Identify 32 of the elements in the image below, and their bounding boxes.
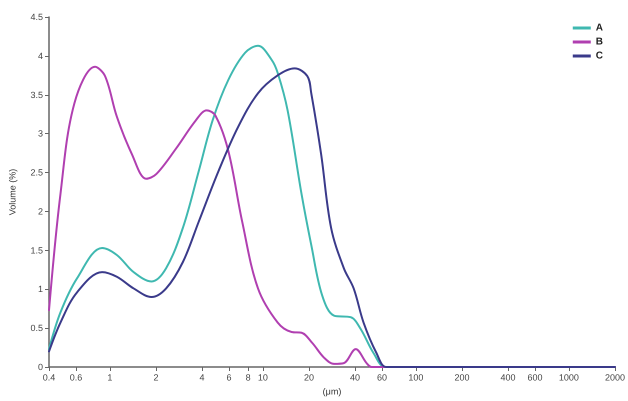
x-tick-label: 60	[376, 372, 387, 382]
y-tick-label: 4	[38, 50, 43, 61]
y-tick-label: 2.5	[30, 168, 43, 178]
y-tick-label: 4.5	[30, 12, 43, 22]
x-tick-label: 400	[500, 372, 516, 382]
x-tick-label: 6	[226, 372, 232, 382]
legend-label: A	[596, 22, 604, 34]
x-axis-title: (μm)	[322, 386, 342, 396]
x-tick-label: 1000	[558, 372, 579, 382]
y-tick-label: 1	[38, 284, 43, 294]
x-tick-label: 20	[304, 372, 314, 382]
x-tick-label: 2000	[604, 372, 626, 382]
x-tick-label: 0.6	[70, 372, 82, 382]
y-tick-label: 1.5	[30, 245, 43, 256]
legend-label: C	[596, 50, 604, 62]
y-tick-label: 3	[38, 128, 43, 139]
x-tick-label: 1	[107, 372, 112, 382]
x-tick-label: 10	[258, 372, 268, 382]
x-tick-label: 200	[454, 372, 470, 382]
x-tick-label: 100	[408, 372, 424, 382]
x-tick-label: 600	[527, 372, 542, 382]
x-tick-label: 2	[153, 372, 158, 382]
y-axis-title: Volume (%)	[8, 168, 18, 216]
y-tick-label: 2	[38, 206, 43, 216]
x-tick-label: 4	[200, 372, 205, 382]
x-tick-label: 0.4	[42, 372, 56, 382]
y-tick-label: 3.5	[30, 90, 43, 100]
legend-label: B	[596, 36, 604, 48]
x-tick-label: 8	[246, 372, 251, 382]
x-tick-label: 40	[350, 372, 360, 382]
y-tick-label: 0	[38, 362, 43, 372]
y-tick-label: 0.5	[30, 323, 43, 334]
